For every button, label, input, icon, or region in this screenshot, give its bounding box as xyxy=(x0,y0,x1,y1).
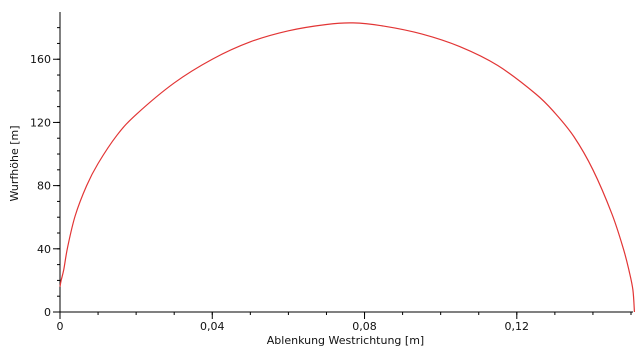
y-tick-label: 160 xyxy=(30,53,51,66)
labels-layer: Ablenkung Westrichtung [m] Wurfhöhe [m] … xyxy=(8,53,529,347)
series-layer xyxy=(59,22,636,313)
x-tick-label: 0,08 xyxy=(352,320,377,333)
y-tick-label: 40 xyxy=(37,243,51,256)
series-line-0 xyxy=(59,22,636,313)
x-tick-label: 0 xyxy=(57,320,64,333)
x-tick-label: 0,12 xyxy=(505,320,530,333)
y-tick-label: 80 xyxy=(37,180,51,193)
y-tick-label: 120 xyxy=(30,116,51,129)
x-tick-label: 0,04 xyxy=(200,320,225,333)
x-axis-title: Ablenkung Westrichtung [m] xyxy=(267,334,424,347)
y-tick-label: 0 xyxy=(44,306,51,319)
axes xyxy=(53,12,633,319)
y-axis-title: Wurfhöhe [m] xyxy=(8,125,21,201)
